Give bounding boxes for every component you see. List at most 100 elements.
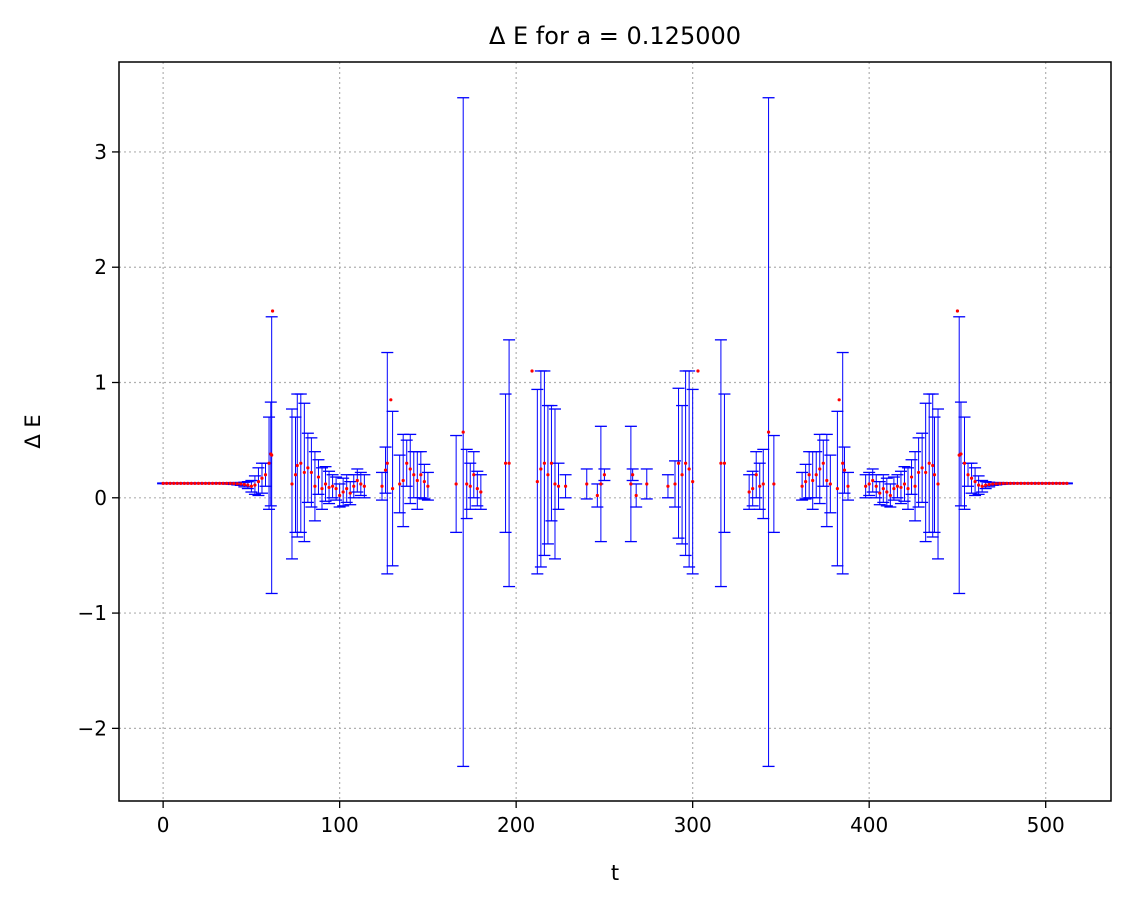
data-point — [341, 490, 345, 494]
data-point — [599, 482, 603, 486]
data-point — [807, 473, 811, 477]
data-point — [461, 430, 465, 434]
data-point — [751, 486, 755, 491]
data-point — [766, 430, 771, 434]
data-point — [1029, 481, 1034, 485]
data-point — [687, 467, 691, 471]
data-point — [1012, 481, 1016, 485]
data-point — [602, 473, 607, 477]
data-point — [380, 484, 384, 488]
data-point — [800, 484, 804, 488]
data-point — [182, 481, 186, 485]
data-point — [398, 482, 402, 486]
data-point — [270, 309, 275, 313]
data-point — [680, 473, 684, 477]
data-point — [246, 483, 250, 487]
data-point — [902, 482, 907, 486]
data-point — [821, 461, 825, 465]
x-tick-label: 500 — [1027, 813, 1065, 837]
y-tick-label: 1 — [94, 371, 107, 395]
data-point — [530, 369, 534, 373]
data-point — [242, 482, 246, 487]
data-point — [239, 482, 243, 486]
data-point — [899, 485, 903, 490]
data-point — [362, 484, 366, 488]
data-point — [352, 484, 356, 488]
data-point — [468, 484, 472, 488]
x-tick-label: 300 — [674, 813, 712, 837]
data-point — [172, 481, 176, 485]
data-point — [684, 461, 688, 465]
x-tick-label: 200 — [497, 813, 535, 837]
data-point — [969, 476, 974, 480]
data-point — [210, 481, 215, 485]
data-point — [249, 484, 253, 488]
data-point — [895, 484, 900, 488]
data-point — [977, 483, 981, 487]
data-point — [924, 470, 928, 475]
data-point — [218, 481, 222, 485]
data-point — [645, 482, 649, 486]
data-point — [959, 452, 963, 456]
data-point — [980, 484, 984, 488]
data-point — [207, 481, 211, 485]
data-point — [955, 309, 960, 313]
data-point — [818, 467, 822, 471]
data-point — [225, 481, 229, 485]
data-point — [546, 473, 550, 477]
data-point — [962, 461, 967, 465]
data-point — [846, 484, 850, 488]
data-point — [355, 478, 359, 483]
data-point — [1051, 481, 1055, 485]
data-point — [867, 482, 871, 486]
grid — [119, 62, 1111, 801]
data-point — [165, 481, 169, 485]
data-point — [293, 473, 298, 477]
data-point — [864, 484, 868, 488]
data-point — [631, 473, 635, 477]
data-point — [1033, 481, 1037, 485]
data-point — [535, 480, 539, 484]
data-point — [161, 481, 165, 485]
data-point — [585, 482, 589, 486]
data-point — [1019, 481, 1023, 485]
data-point — [503, 461, 508, 465]
data-point — [327, 485, 331, 490]
data-point — [772, 482, 776, 486]
data-point — [1040, 481, 1044, 485]
data-point — [966, 473, 970, 477]
y-tick-label: 0 — [94, 486, 107, 510]
data-point — [345, 486, 349, 491]
y-tick-label: 2 — [94, 255, 107, 279]
data-point — [906, 486, 910, 491]
data-point — [878, 491, 882, 495]
data-point — [186, 481, 190, 485]
data-point — [299, 461, 303, 465]
data-point — [691, 480, 695, 484]
data-point — [232, 481, 236, 486]
data-point — [200, 481, 204, 485]
data-point — [758, 484, 762, 488]
data-point — [595, 493, 599, 498]
data-point — [885, 490, 889, 494]
data-point — [256, 480, 261, 484]
data-point — [804, 480, 808, 484]
data-point — [871, 478, 875, 483]
data-point — [270, 453, 274, 457]
data-point — [814, 473, 818, 477]
y-axis-label: Δ E — [21, 414, 45, 448]
data-point — [385, 461, 389, 465]
data-point — [472, 473, 476, 477]
data-point — [666, 484, 670, 488]
data-point — [263, 473, 268, 477]
chart-title: Δ E for a = 0.125000 — [489, 22, 741, 50]
data-point — [991, 482, 995, 486]
data-point — [348, 491, 352, 495]
data-point — [189, 481, 193, 485]
data-point — [260, 476, 264, 480]
data-point — [389, 398, 393, 402]
data-point — [320, 486, 324, 491]
data-point — [479, 490, 483, 494]
